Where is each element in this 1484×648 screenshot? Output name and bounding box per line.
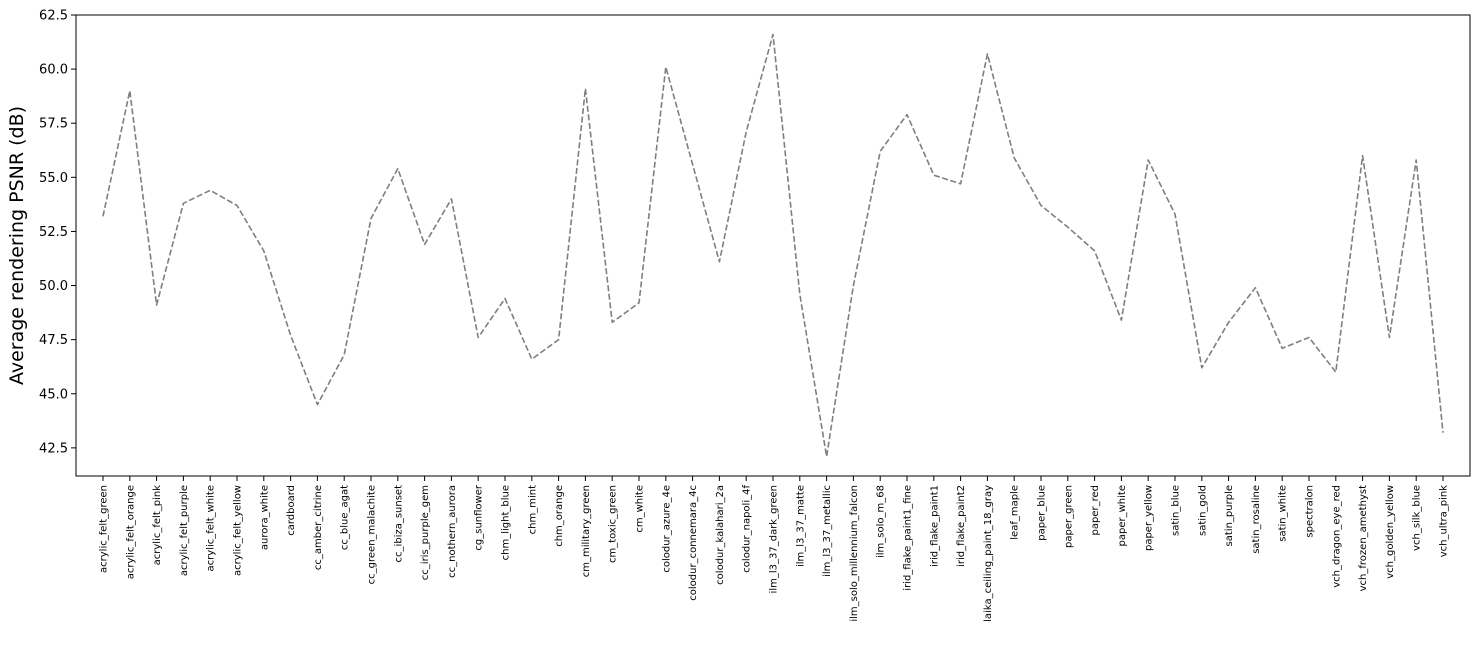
x-tick-label: acrylic_felt_yellow bbox=[233, 485, 244, 576]
x-tick-label: cm_military_green bbox=[581, 485, 592, 577]
x-tick-label: cc_iris_purple_gem bbox=[420, 485, 431, 580]
x-tick-label: colodur_kalahari_2a bbox=[715, 485, 726, 585]
x-tick-label: ilm_l3_37_dark_green bbox=[769, 485, 780, 593]
y-tick-label: 42.5 bbox=[39, 441, 68, 456]
y-axis: 42.5 45.0 47.5 50.0 52.5 55.0 57.5 60.0 62.5 bbox=[39, 9, 76, 456]
x-tick-label: acrylic_felt_pink bbox=[152, 485, 163, 566]
x-tick-label: ilm_solo_m_68 bbox=[876, 485, 887, 558]
x-tick-label: acrylic_felt_orange bbox=[125, 485, 136, 579]
x-tick-label: acrylic_felt_green bbox=[99, 485, 110, 573]
x-tick-label: vch_dragon_eye_red bbox=[1331, 485, 1342, 588]
x-tick-label: cm_white bbox=[635, 485, 646, 533]
x-tick-label: satin_white bbox=[1278, 485, 1289, 542]
x-tick-label: acrylic_felt_purple bbox=[179, 485, 190, 576]
series-line bbox=[102, 33, 1444, 458]
x-tick-label: satin_blue bbox=[1171, 485, 1182, 536]
x-tick-label: irid_flake_paint2 bbox=[956, 485, 967, 567]
x-tick-label: chm_orange bbox=[554, 485, 565, 547]
x-tick-label: cc_green_malachite bbox=[367, 485, 378, 584]
x-tick-label: cc_ibiza_sunset bbox=[393, 485, 404, 563]
x-tick-label: colodur_azure_4e bbox=[661, 485, 672, 573]
x-tick-label: vch_golden_yellow bbox=[1385, 485, 1396, 579]
x-tick-label: cardboard bbox=[286, 485, 297, 536]
x-tick-label: satin_rosaline bbox=[1251, 485, 1262, 554]
x-tick-label: paper_blue bbox=[1037, 485, 1048, 541]
x-tick-label: ilm_solo_millennium_falcon bbox=[849, 485, 860, 622]
x-tick-label: cg_sunflower bbox=[474, 484, 485, 550]
y-tick-label: 47.5 bbox=[39, 333, 68, 348]
x-tick-label: irid_flake_paint1_fine bbox=[903, 485, 914, 591]
x-tick-label: laika_ceiling_paint_18_gray bbox=[983, 485, 994, 622]
x-tick-label: acrylic_felt_white bbox=[206, 485, 217, 571]
x-tick-label: ilm_l3_37_metallic bbox=[822, 485, 833, 577]
y-tick-label: 50.0 bbox=[39, 279, 68, 294]
x-tick-label: cc_amber_citrine bbox=[313, 485, 324, 570]
y-tick-label: 57.5 bbox=[39, 117, 68, 132]
y-tick-label: 55.0 bbox=[39, 171, 68, 186]
x-tick-label: chm_light_blue bbox=[501, 485, 512, 560]
x-tick-label: cm_toxic_green bbox=[608, 485, 619, 563]
x-tick-label: paper_red bbox=[1090, 485, 1101, 535]
y-tick-label: 60.0 bbox=[39, 63, 68, 78]
x-tick-label: colodur_napoli_4f bbox=[742, 485, 753, 573]
x-tick-label: vch_silk_blue bbox=[1412, 485, 1423, 551]
x-tick-label: satin_gold bbox=[1197, 485, 1208, 536]
plot-frame bbox=[75, 14, 1471, 477]
plot-area bbox=[76, 15, 1470, 476]
y-tick-label: 62.5 bbox=[39, 9, 68, 24]
x-tick-label: chm_mint bbox=[527, 485, 538, 534]
x-tick-label: satin_purple bbox=[1224, 485, 1235, 546]
x-tick-label: paper_white bbox=[1117, 485, 1128, 546]
series-group bbox=[102, 33, 1444, 458]
x-tick-label: paper_green bbox=[1063, 485, 1074, 548]
y-tick-label: 45.0 bbox=[39, 387, 68, 402]
x-tick-label: aurora_white bbox=[259, 485, 270, 550]
x-tick-label: spectralon bbox=[1305, 485, 1316, 538]
x-tick-label: paper_yellow bbox=[1144, 485, 1155, 551]
x-tick-label: cc_nothern_aurora bbox=[447, 485, 458, 578]
x-tick-label: cc_blue_agat bbox=[340, 485, 351, 550]
y-axis-title: Average rendering PSNR (dB) bbox=[6, 106, 28, 385]
x-tick-label: irid_flake_paint1 bbox=[929, 485, 940, 567]
y-tick-label: 52.5 bbox=[39, 225, 68, 240]
x-tick-label: ilm_l3_37_matte bbox=[795, 485, 806, 567]
x-tick-label: colodur_connemara_4c bbox=[688, 485, 699, 601]
x-tick-label: leaf_maple bbox=[1010, 485, 1021, 540]
x-tick-label: vch_frozen_amethyst bbox=[1358, 485, 1369, 591]
x-tick-label: vch_ultra_pink bbox=[1439, 485, 1450, 557]
x-axis: acrylic_felt_green acrylic_felt_orange acr… bbox=[99, 476, 1450, 622]
